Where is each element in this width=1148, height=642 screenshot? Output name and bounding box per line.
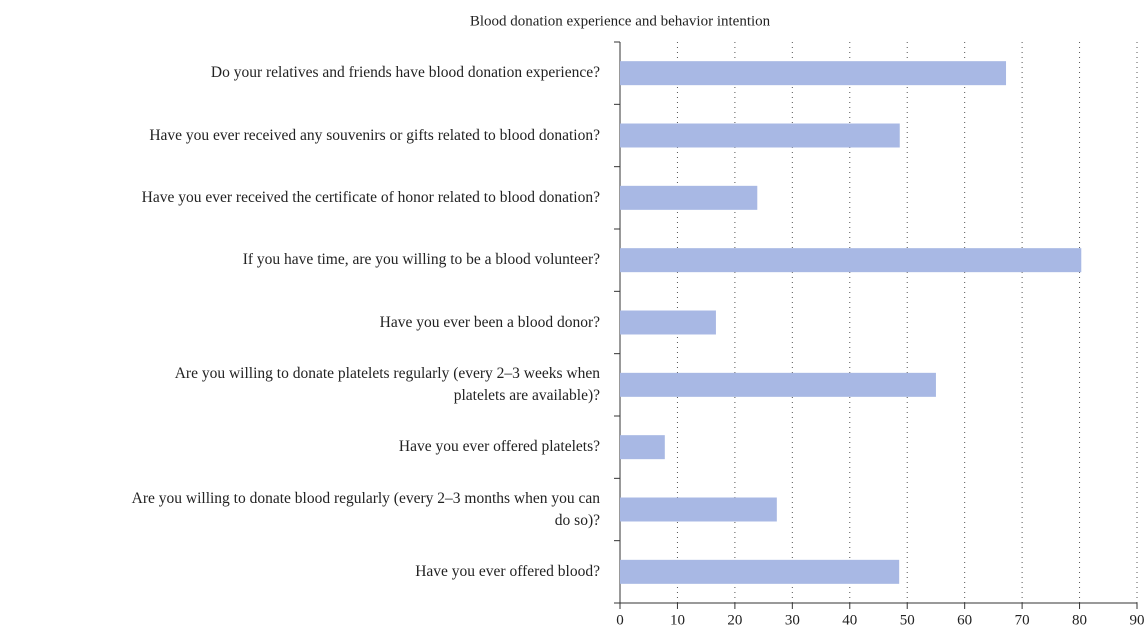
x-tick-label: 60 [957, 612, 972, 628]
x-tick-label: 30 [785, 612, 800, 628]
x-tick-label: 10 [670, 612, 685, 628]
bar [620, 310, 716, 335]
bar [620, 185, 758, 210]
y-tick-label: Have you ever received any souvenirs or … [149, 126, 600, 144]
x-tick-label: 0 [616, 612, 624, 628]
bar [620, 248, 1082, 273]
chart-title: Blood donation experience and behavior i… [470, 13, 771, 29]
y-tick-label: If you have time, are you willing to be … [242, 251, 600, 269]
y-tick-label: Have you ever been a blood donor? [379, 313, 600, 331]
bar [620, 61, 1007, 86]
y-tick-label: Are you willing to donate blood regularl… [131, 489, 600, 529]
bar [620, 559, 900, 584]
x-tick-label: 40 [842, 612, 857, 628]
bar [620, 497, 777, 522]
y-tick-label: Have you ever offered platelets? [398, 438, 600, 456]
y-tick-label: Have you ever offered blood? [415, 562, 600, 580]
y-tick-label: Are you willing to donate platelets regu… [174, 364, 600, 404]
x-tick-label: 70 [1015, 612, 1030, 628]
x-tick-label: 20 [727, 612, 742, 628]
x-tick-label: 90 [1130, 612, 1145, 628]
y-tick-label: Have you ever received the certificate o… [141, 188, 600, 206]
x-tick-label: 80 [1072, 612, 1087, 628]
bar [620, 435, 665, 460]
bar [620, 123, 900, 148]
y-tick-label: Do your relatives and friends have blood… [210, 64, 600, 82]
x-tick-label: 50 [900, 612, 915, 628]
bar [620, 372, 936, 397]
